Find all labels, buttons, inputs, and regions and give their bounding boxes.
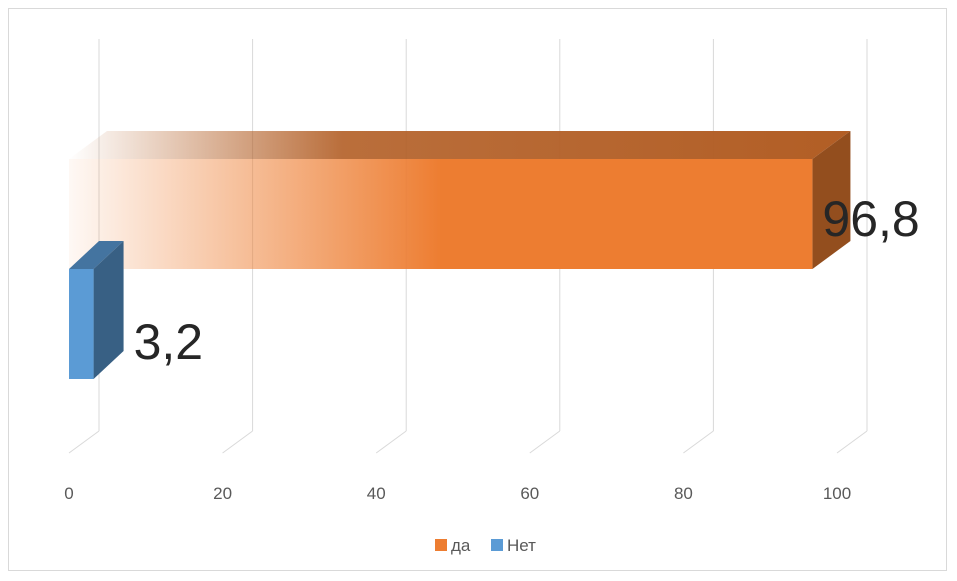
legend: да Нет xyxy=(435,536,536,555)
x-tick-label: 100 xyxy=(823,484,851,503)
bar-1 xyxy=(69,159,813,269)
legend-swatch-2 xyxy=(491,539,503,551)
bar-chart: 0 20 40 60 80 100 96,8 3,2 да Нет xyxy=(64,39,920,555)
x-tick-label: 80 xyxy=(674,484,693,503)
data-label-2: 3,2 xyxy=(134,314,204,370)
legend-label-2: Нет xyxy=(507,536,536,555)
x-tick-label: 60 xyxy=(520,484,539,503)
chart-frame: 0 20 40 60 80 100 96,8 3,2 да Нет xyxy=(8,8,947,571)
data-label-1: 96,8 xyxy=(822,191,919,247)
gridline-floor xyxy=(836,430,868,454)
bar-1-side xyxy=(812,131,851,269)
bar-2-top xyxy=(69,241,124,269)
x-tick-label: 40 xyxy=(367,484,386,503)
bar-1-top xyxy=(69,131,851,159)
gridline-floor xyxy=(222,430,253,454)
gridline-floor xyxy=(375,430,407,454)
legend-swatch-1 xyxy=(435,539,447,551)
gridline-floor xyxy=(529,430,561,454)
legend-label-1: да xyxy=(451,536,471,555)
bar-2 xyxy=(69,269,94,379)
gridline-floor xyxy=(683,430,714,454)
gridline-floor xyxy=(68,430,100,454)
bar-2-side xyxy=(93,241,124,379)
x-tick-label: 0 xyxy=(64,484,73,503)
x-tick-label: 20 xyxy=(213,484,232,503)
